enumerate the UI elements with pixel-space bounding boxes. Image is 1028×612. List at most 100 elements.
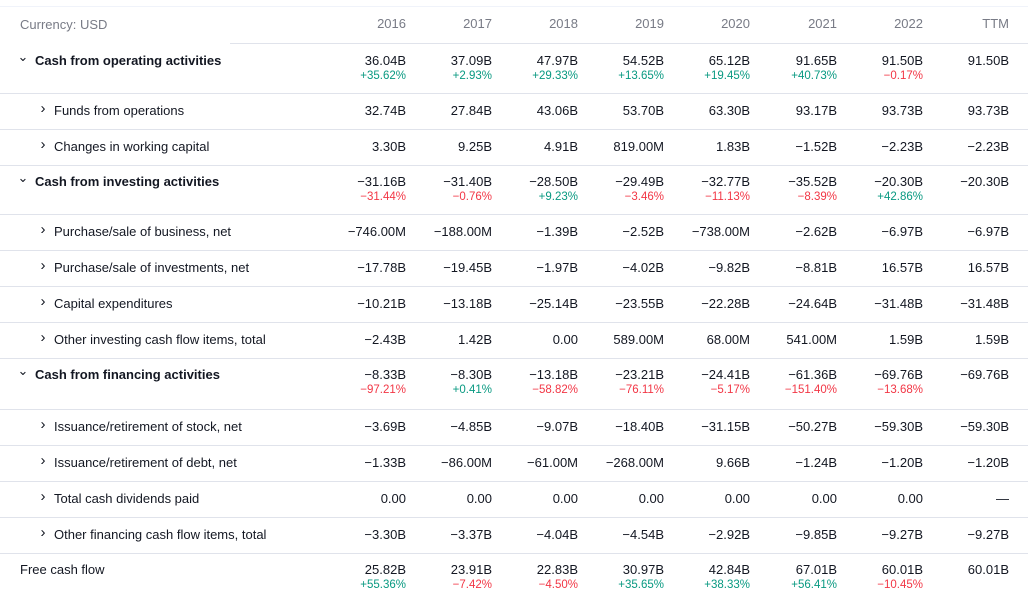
chevron-right-icon[interactable]: › — [40, 329, 46, 346]
table-row[interactable]: › Funds from operations 32.74B 27.84B 43.06B… — [0, 93, 1028, 129]
chevron-right-icon[interactable]: › — [40, 221, 46, 238]
row-label: Other investing cash flow items, total — [54, 332, 266, 347]
chevron-right-icon[interactable]: › — [40, 416, 46, 433]
cell-value: 43.06B — [536, 103, 578, 118]
cell-value: 0.00 — [552, 332, 578, 347]
cell-2019: −4.54B — [622, 527, 664, 542]
table-row: Free cash flow 25.82B +55.36% 23.91B −7.42% 2… — [0, 553, 1028, 602]
cell-2016: −8.33B −97.21% — [360, 367, 406, 396]
table-row[interactable]: › Purchase/sale of investments, net −17.78… — [0, 250, 1028, 286]
table-header: Currency: USD 2016 2017 2018 2019 2020 2… — [0, 7, 1028, 43]
table-row[interactable]: › Other financing cash flow items, total −… — [0, 517, 1028, 553]
table-row[interactable]: › Changes in working capital 3.30B 9.25B 4.9… — [0, 129, 1028, 165]
chevron-down-icon[interactable]: ⌄ — [17, 363, 29, 378]
table-row[interactable]: › Issuance/retirement of debt, net −1.33B −… — [0, 445, 1028, 481]
cell-value: −1.39B — [536, 224, 578, 239]
cell-value: 1.59B — [889, 332, 923, 347]
row-label: Capital expenditures — [54, 296, 173, 311]
yoy-change: +19.45% — [704, 70, 750, 82]
cell-2016: −31.16B −31.44% — [357, 174, 406, 203]
cell-ttm: 93.73B — [968, 103, 1009, 118]
cell-value: 93.73B — [881, 103, 923, 118]
row-label: Funds from operations — [54, 103, 185, 118]
cell-2021: 67.01B +56.41% — [791, 562, 837, 591]
cell-value: −9.85B — [795, 527, 837, 542]
cell-ttm: −2.23B — [967, 139, 1009, 154]
chevron-down-icon[interactable]: ⌄ — [17, 49, 29, 64]
yoy-change: +40.73% — [791, 70, 837, 82]
cell-value: 9.66B — [716, 455, 750, 470]
yoy-change: −10.45% — [877, 579, 923, 591]
chevron-down-icon[interactable]: ⌄ — [17, 170, 29, 185]
yoy-change: −8.39% — [797, 191, 837, 203]
yoy-change: +0.41% — [452, 384, 492, 396]
cell-2022: −20.30B +42.86% — [874, 174, 923, 203]
chevron-right-icon[interactable]: › — [40, 452, 46, 469]
cell-2017: −8.30B +0.41% — [450, 367, 492, 396]
cell-2022: 1.59B — [889, 332, 923, 347]
cell-value: −69.76B — [874, 367, 923, 382]
row-divider — [0, 517, 1028, 518]
cell-value: −10.21B — [357, 296, 406, 311]
cell-value: −24.41B — [701, 367, 750, 382]
row-divider — [0, 129, 1028, 130]
table-row[interactable]: ⌄ Cash from financing activities −8.33B −97… — [0, 358, 1028, 409]
yoy-change: −0.76% — [452, 191, 492, 203]
cell-value: −17.78B — [357, 260, 406, 275]
cell-value: 0.00 — [466, 491, 492, 506]
cell-value: −28.50B — [529, 174, 578, 189]
table-row[interactable]: › Purchase/sale of business, net −746.00M −… — [0, 214, 1028, 250]
cell-2016: −10.21B — [357, 296, 406, 311]
cell-2021: 541.00M — [786, 332, 837, 347]
cell-2018: −9.07B — [536, 419, 578, 434]
table-row[interactable]: ⌄ Cash from operating activities 36.04B +35… — [0, 44, 1028, 93]
cell-value: −31.48B — [874, 296, 923, 311]
cell-2017: 1.42B — [458, 332, 492, 347]
cell-2021: −1.52B — [795, 139, 837, 154]
chevron-right-icon[interactable]: › — [40, 100, 46, 117]
cell-2017: −86.00M — [441, 455, 492, 470]
cell-2016: 36.04B +35.62% — [360, 53, 406, 82]
cell-value: 68.00M — [706, 332, 750, 347]
table-row[interactable]: › Other investing cash flow items, total −… — [0, 322, 1028, 358]
cell-value: −22.28B — [701, 296, 750, 311]
chevron-right-icon[interactable]: › — [40, 136, 46, 153]
cell-value: −4.04B — [536, 527, 578, 542]
cell-2016: 32.74B — [365, 103, 406, 118]
row-divider — [0, 214, 1028, 215]
row-label: Cash from investing activities — [35, 174, 220, 189]
cell-value: — — [996, 491, 1009, 506]
cell-value: −2.62B — [795, 224, 837, 239]
cell-value: 16.57B — [967, 260, 1009, 275]
row-divider — [0, 445, 1028, 446]
yoy-change: −97.21% — [360, 384, 406, 396]
cell-2021: 0.00 — [812, 491, 837, 506]
cell-2022: 93.73B — [882, 103, 923, 118]
chevron-right-icon[interactable]: › — [40, 524, 46, 541]
cell-value: −9.07B — [536, 419, 578, 434]
row-divider — [0, 165, 1028, 166]
cell-value: −31.40B — [443, 174, 492, 189]
cell-value: −1.24B — [795, 455, 837, 470]
cell-value: −738.00M — [691, 224, 750, 239]
cell-value: −20.30B — [874, 174, 923, 189]
table-row[interactable]: › Total cash dividends paid 0.00 0.00 0.00 0.… — [0, 481, 1028, 517]
cell-2022: 60.01B −10.45% — [877, 562, 923, 591]
table-row[interactable]: › Capital expenditures −10.21B −13.18B −25.1… — [0, 286, 1028, 322]
cell-2021: −50.27B — [788, 419, 837, 434]
cell-2017: −188.00M — [434, 224, 492, 239]
table-row[interactable]: ⌄ Cash from investing activities −31.16B −3… — [0, 165, 1028, 214]
cell-value: −3.30B — [364, 527, 406, 542]
cell-value: −9.27B — [967, 527, 1009, 542]
cell-value: −23.21B — [615, 367, 664, 382]
cell-2019: −2.52B — [622, 224, 664, 239]
cell-ttm: 91.50B — [968, 53, 1009, 68]
chevron-right-icon[interactable]: › — [40, 257, 46, 274]
cell-value: −3.69B — [364, 419, 406, 434]
cell-2017: 23.91B −7.42% — [451, 562, 492, 591]
yoy-change: −0.17% — [883, 70, 923, 82]
table-row[interactable]: › Issuance/retirement of stock, net −3.69B… — [0, 409, 1028, 445]
chevron-right-icon[interactable]: › — [40, 293, 46, 310]
cell-value: −8.81B — [795, 260, 837, 275]
chevron-right-icon[interactable]: › — [40, 488, 46, 505]
